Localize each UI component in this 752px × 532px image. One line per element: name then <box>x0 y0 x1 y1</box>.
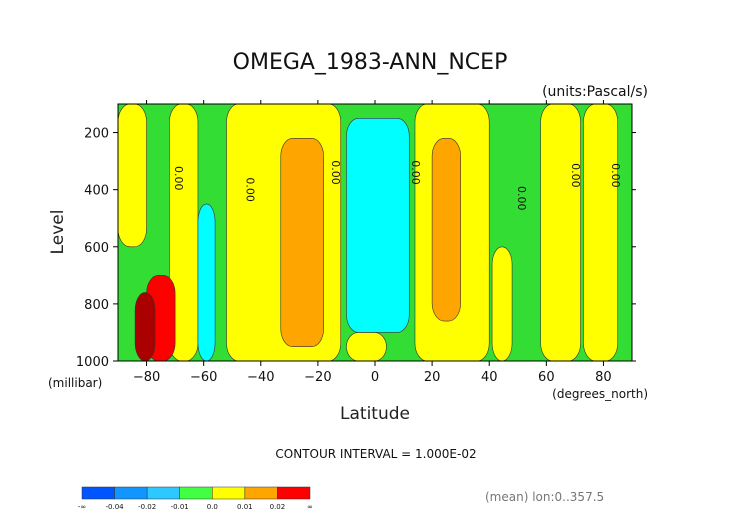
region-yellow-1 <box>118 104 147 248</box>
colorbar-label-4: 0.0 <box>207 503 218 511</box>
colorbar-swatch-0 <box>81 486 115 500</box>
x-tick-label-4: 0 <box>371 370 379 385</box>
region-cyan-9 <box>197 203 216 361</box>
y-axis-label: Level <box>48 210 68 255</box>
region-orange-12 <box>431 137 461 322</box>
chart-title: OMEGA_1983-ANN_NCEP <box>233 50 508 75</box>
region-yellow-8 <box>583 104 619 361</box>
x-tick-label-7: 60 <box>538 370 555 385</box>
x-axis-ticks: −80 −60 −40 −20 0 20 40 60 80 <box>133 100 612 385</box>
colorbar-swatch-6 <box>277 486 311 500</box>
colorbar-swatch-1 <box>114 486 148 500</box>
zero-contour-label-1: 0.00 <box>244 177 257 202</box>
colorbar-swatch-5 <box>244 486 278 500</box>
y-tick-label-1: 400 <box>84 184 109 199</box>
colorbar-label-6: 0.02 <box>270 503 286 511</box>
region-yellow-7 <box>540 104 581 361</box>
x-tick-label-0: −80 <box>133 370 160 385</box>
contour-fill-regions <box>118 104 632 361</box>
region-darkred-14 <box>134 292 156 361</box>
region-orange-11 <box>280 137 324 348</box>
colorbar-label-3: -0.01 <box>171 503 189 511</box>
mean-longitude-text: (mean) lon:0..357.5 <box>485 490 604 504</box>
units-label: (units:Pascal/s) <box>542 84 648 100</box>
zero-contour-label-0: 0.00 <box>172 166 185 191</box>
y-tick-label-0: 200 <box>84 127 109 142</box>
x-unit-label: (degrees_north) <box>552 387 648 401</box>
zero-contour-label-6: 0.00 <box>609 163 622 188</box>
y-tick-label-3: 800 <box>84 298 109 313</box>
zero-contour-label-5: 0.00 <box>569 163 582 188</box>
zero-contour-labels: 0.00 0.00 0.00 0.00 0.00 0.00 0.00 <box>172 160 622 210</box>
colorbar-label-0: -∞ <box>78 503 86 511</box>
y-tick-label-2: 600 <box>84 241 109 256</box>
y-tick-label-4: 1000 <box>76 355 109 370</box>
y-axis-ticks: 200 400 600 800 1000 <box>76 127 636 370</box>
colorbar-label-2: -0.02 <box>138 503 156 511</box>
zero-contour-label-2: 0.00 <box>329 160 342 185</box>
colorbar: -∞ -0.04 -0.02 -0.01 0.0 0.01 0.02 ∞ <box>78 486 313 511</box>
colorbar-label-5: 0.01 <box>237 503 253 511</box>
region-yellow-4 <box>346 332 387 361</box>
zero-contour-label-3: 0.00 <box>409 160 422 185</box>
y-unit-label: (millibar) <box>48 376 102 390</box>
region-cyan-10 <box>346 117 410 333</box>
x-tick-label-8: 80 <box>595 370 612 385</box>
region-yellow-6 <box>491 246 513 361</box>
x-tick-label-5: 20 <box>424 370 441 385</box>
x-tick-label-6: 40 <box>481 370 498 385</box>
x-tick-label-2: −40 <box>247 370 274 385</box>
x-tick-label-3: −20 <box>304 370 331 385</box>
zero-contour-label-4: 0.00 <box>515 186 528 211</box>
colorbar-label-7: ∞ <box>307 503 313 511</box>
colorbar-label-1: -0.04 <box>106 503 125 511</box>
colorbar-swatch-2 <box>146 486 180 500</box>
colorbar-swatch-3 <box>179 486 213 500</box>
contour-interval-text: CONTOUR INTERVAL = 1.000E-02 <box>275 447 476 461</box>
x-tick-label-1: −60 <box>190 370 217 385</box>
colorbar-swatch-4 <box>212 486 246 500</box>
x-axis-label: Latitude <box>340 404 410 424</box>
